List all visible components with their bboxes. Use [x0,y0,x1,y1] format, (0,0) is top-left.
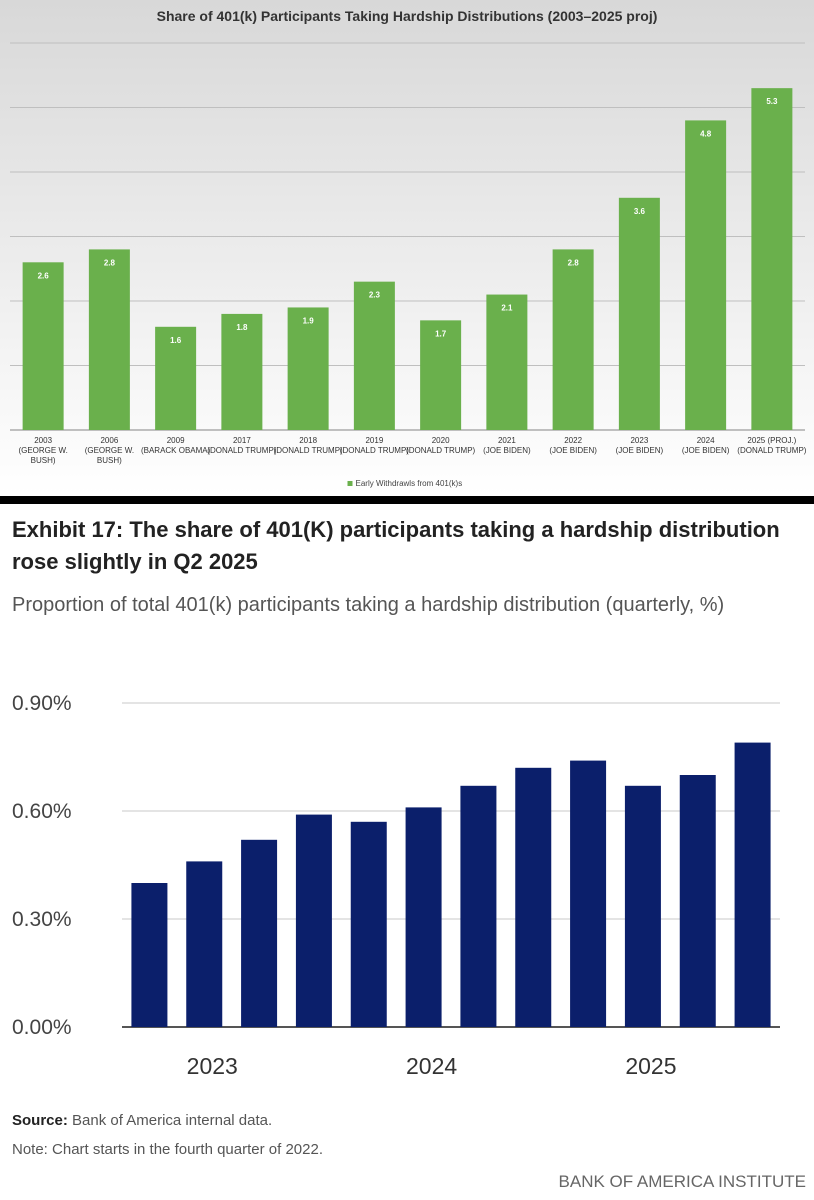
chart-title: Exhibit 17: The share of 401(K) particip… [12,517,780,574]
legend-label: Early Withdrawls from 401(k)s [356,479,463,488]
x-tick-label: 2009 (BARACK OBAMA) [140,436,211,455]
y-tick-label: 0.00% [12,1016,72,1039]
bar [751,88,793,431]
bar [405,807,442,1027]
x-tick-label: 2024 (JOE BIDEN) [681,436,730,455]
chart-1-background [0,0,814,496]
data-label: 2.3 [369,291,381,300]
source: Source: Bank of America internal data. [12,1112,272,1129]
data-label: 2.8 [568,258,580,267]
data-label: 1.9 [303,316,315,325]
bar [618,197,660,430]
data-label: 1.7 [435,329,447,338]
bar [353,281,395,430]
x-tick-label: 2018 (DONALD TRUMP) [273,436,343,455]
chart-title: Share of 401(k) Participants Taking Hard… [156,8,658,24]
bar [679,775,716,1027]
note: Note: Chart starts in the fourth quarter… [12,1141,324,1158]
bar [241,839,278,1027]
legend-swatch [347,481,353,486]
x-tick-label: 2025 (PROJ.) (DONALD TRUMP) [737,436,807,455]
source-label: Source: [12,1112,68,1129]
bar [685,120,727,431]
bar [515,767,552,1027]
data-label: 2.1 [501,304,513,313]
x-tick-label: 2017 (DONALD TRUMP) [207,436,277,455]
x-tick-label: 2019 (DONALD TRUMP) [339,436,409,455]
chart-subtitle: Proportion of total 401(k) participants … [12,594,725,616]
bar [420,320,462,430]
x-tick-label: 2023 [187,1053,238,1079]
data-label: 3.6 [634,207,646,216]
bar [131,883,168,1027]
data-label: 5.3 [766,97,778,106]
data-label: 4.8 [700,129,712,138]
bar [287,307,329,430]
bar [624,785,661,1027]
bar [350,821,387,1027]
bar [186,861,223,1027]
bar [155,326,197,430]
y-tick-label: 0.30% [12,908,72,931]
x-tick-label: 2022 (JOE BIDEN) [549,436,597,455]
brand: BANK OF AMERICA INSTITUTE [558,1172,806,1191]
data-label: 1.8 [236,323,248,332]
separator [0,496,814,504]
source-text: Bank of America internal data. [72,1112,273,1129]
bar [221,313,263,430]
x-tick-label: 2021 (JOE BIDEN) [483,436,531,455]
data-label: 2.6 [38,271,50,280]
bar [552,249,594,430]
bar [88,249,130,430]
x-tick-label: 2003 (GEORGE W. BUSH) [18,436,68,465]
bar [22,262,64,430]
x-tick-label: 2020 (DONALD TRUMP) [406,436,476,455]
data-label: 1.6 [170,336,182,345]
y-tick-label: 0.90% [12,692,72,715]
bar [734,742,771,1027]
y-tick-label: 0.60% [12,800,72,823]
bar [570,760,607,1027]
x-tick-label: 2006 (GEORGE W. BUSH) [84,436,135,465]
x-tick-label: 2025 [625,1053,676,1079]
bar [486,294,528,430]
x-tick-label: 2024 [406,1053,457,1079]
x-tick-label: 2023 (JOE BIDEN) [615,436,664,455]
data-label: 2.8 [104,258,116,267]
bar [295,814,332,1027]
bar [460,785,497,1027]
